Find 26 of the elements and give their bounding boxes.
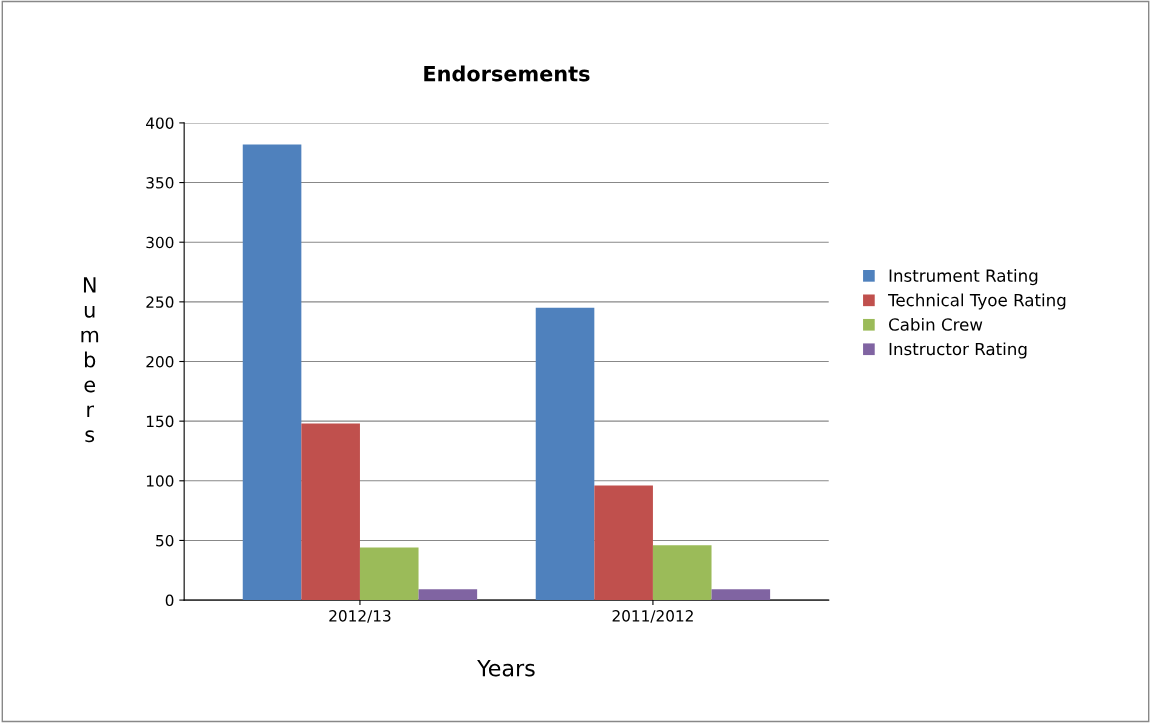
legend-label: Instrument Rating: [889, 269, 1038, 286]
y-axis-title: Numbers: [81, 277, 99, 443]
x-tick-label: 2011/2012: [612, 610, 693, 623]
bar: [711, 589, 771, 601]
bar: [535, 307, 595, 601]
y-tick-label: 0: [165, 594, 174, 607]
bar: [301, 423, 360, 601]
legend-label: Cabin Crew: [888, 317, 983, 331]
y-tick-label: 300: [146, 236, 174, 249]
y-tick-label: 200: [146, 355, 174, 368]
y-tick-label: 100: [146, 475, 174, 487]
chart-title: Endorsements: [424, 65, 590, 82]
y-tick-label: 50: [156, 534, 174, 547]
y-tick-label: 350: [146, 177, 174, 189]
y-tick-label: 250: [146, 296, 174, 308]
bar: [594, 485, 653, 601]
y-tick-label: 150: [146, 415, 174, 428]
legend-label: Instructor Rating: [889, 342, 1027, 359]
bar: [418, 589, 478, 601]
x-tick-label: 2012/13: [329, 610, 391, 623]
y-tick-label: 400: [146, 117, 174, 129]
bar: [359, 547, 419, 601]
x-axis-title: Years: [477, 660, 535, 677]
legend-label: Technical Tyoe Rating: [888, 293, 1066, 310]
bar: [652, 545, 712, 601]
bar: [242, 144, 302, 601]
